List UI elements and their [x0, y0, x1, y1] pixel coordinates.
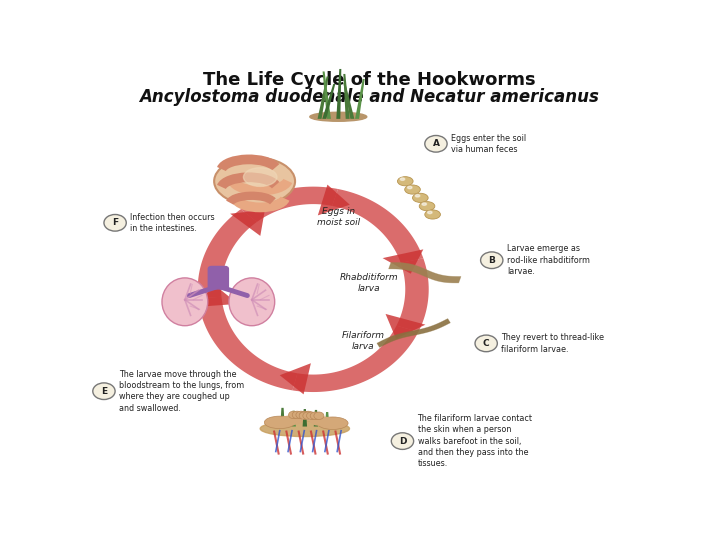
Polygon shape: [280, 408, 284, 427]
Text: Larvae emerge as
rod-like rhabditiform
larvae.: Larvae emerge as rod-like rhabditiform l…: [507, 244, 590, 276]
Text: The filariform larvae contact
the skin when a person
walks barefoot in the soil,: The filariform larvae contact the skin w…: [418, 414, 533, 469]
Text: A: A: [433, 139, 439, 148]
Circle shape: [300, 411, 310, 418]
Ellipse shape: [415, 194, 420, 197]
Ellipse shape: [397, 177, 413, 186]
Ellipse shape: [310, 417, 333, 426]
Circle shape: [292, 411, 302, 418]
Polygon shape: [343, 83, 354, 119]
Ellipse shape: [428, 211, 432, 214]
Ellipse shape: [264, 416, 295, 429]
Polygon shape: [196, 285, 238, 307]
Text: Rhabditiform
larva: Rhabditiform larva: [340, 273, 398, 293]
Polygon shape: [385, 314, 426, 339]
Polygon shape: [292, 411, 296, 427]
Circle shape: [392, 433, 414, 449]
Text: They revert to thread-like
filariform larvae.: They revert to thread-like filariform la…: [501, 333, 604, 354]
Polygon shape: [389, 262, 461, 283]
Ellipse shape: [229, 278, 275, 326]
Circle shape: [289, 411, 299, 418]
Polygon shape: [198, 210, 257, 298]
Polygon shape: [382, 249, 423, 274]
Circle shape: [425, 136, 447, 152]
Circle shape: [314, 412, 324, 420]
Polygon shape: [314, 410, 318, 427]
Text: The larvae move through the
bloodstream to the lungs, from
where they are coughe: The larvae move through the bloodstream …: [119, 369, 244, 413]
Polygon shape: [318, 185, 350, 215]
Polygon shape: [318, 77, 328, 119]
Text: B: B: [488, 256, 495, 265]
Circle shape: [480, 252, 503, 268]
Ellipse shape: [408, 186, 412, 188]
Polygon shape: [397, 258, 428, 332]
Polygon shape: [323, 71, 331, 119]
Circle shape: [307, 412, 317, 420]
Ellipse shape: [162, 278, 208, 326]
Circle shape: [299, 412, 309, 420]
Circle shape: [303, 412, 313, 420]
Circle shape: [296, 411, 306, 418]
Polygon shape: [355, 79, 365, 119]
Polygon shape: [292, 326, 418, 392]
Ellipse shape: [419, 201, 435, 211]
Ellipse shape: [310, 112, 366, 122]
Ellipse shape: [214, 157, 295, 205]
Ellipse shape: [405, 185, 420, 194]
Circle shape: [310, 412, 320, 420]
Text: Ancylostoma duodenale and Necatur americanus: Ancylostoma duodenale and Necatur americ…: [139, 87, 599, 106]
Text: The Life Cycle of the Hookworms: The Life Cycle of the Hookworms: [203, 71, 535, 89]
Text: D: D: [399, 437, 406, 445]
Polygon shape: [230, 210, 265, 236]
Circle shape: [104, 214, 126, 231]
Circle shape: [475, 335, 498, 352]
Polygon shape: [332, 189, 423, 263]
Polygon shape: [377, 319, 450, 347]
Text: Eggs in
moist soil: Eggs in moist soil: [317, 206, 360, 227]
Polygon shape: [336, 69, 341, 119]
Ellipse shape: [260, 421, 349, 436]
Circle shape: [303, 411, 313, 418]
Polygon shape: [323, 84, 336, 119]
Circle shape: [93, 383, 115, 400]
Polygon shape: [240, 187, 338, 222]
Ellipse shape: [400, 178, 405, 180]
Ellipse shape: [425, 210, 441, 219]
Polygon shape: [198, 297, 297, 390]
Ellipse shape: [243, 168, 277, 186]
Polygon shape: [325, 412, 329, 427]
Ellipse shape: [279, 416, 302, 424]
Text: C: C: [483, 339, 490, 348]
Ellipse shape: [422, 203, 426, 205]
Ellipse shape: [413, 193, 428, 202]
Polygon shape: [302, 409, 307, 427]
Text: Filariform
larva: Filariform larva: [342, 331, 385, 352]
Text: Eggs enter the soil
via human feces: Eggs enter the soil via human feces: [451, 133, 526, 154]
Text: E: E: [101, 387, 107, 396]
Polygon shape: [280, 363, 311, 394]
Text: Infection then occurs
in the intestines.: Infection then occurs in the intestines.: [130, 213, 215, 233]
Polygon shape: [343, 74, 350, 119]
FancyBboxPatch shape: [208, 266, 228, 289]
Ellipse shape: [318, 417, 348, 429]
Text: F: F: [112, 218, 118, 227]
